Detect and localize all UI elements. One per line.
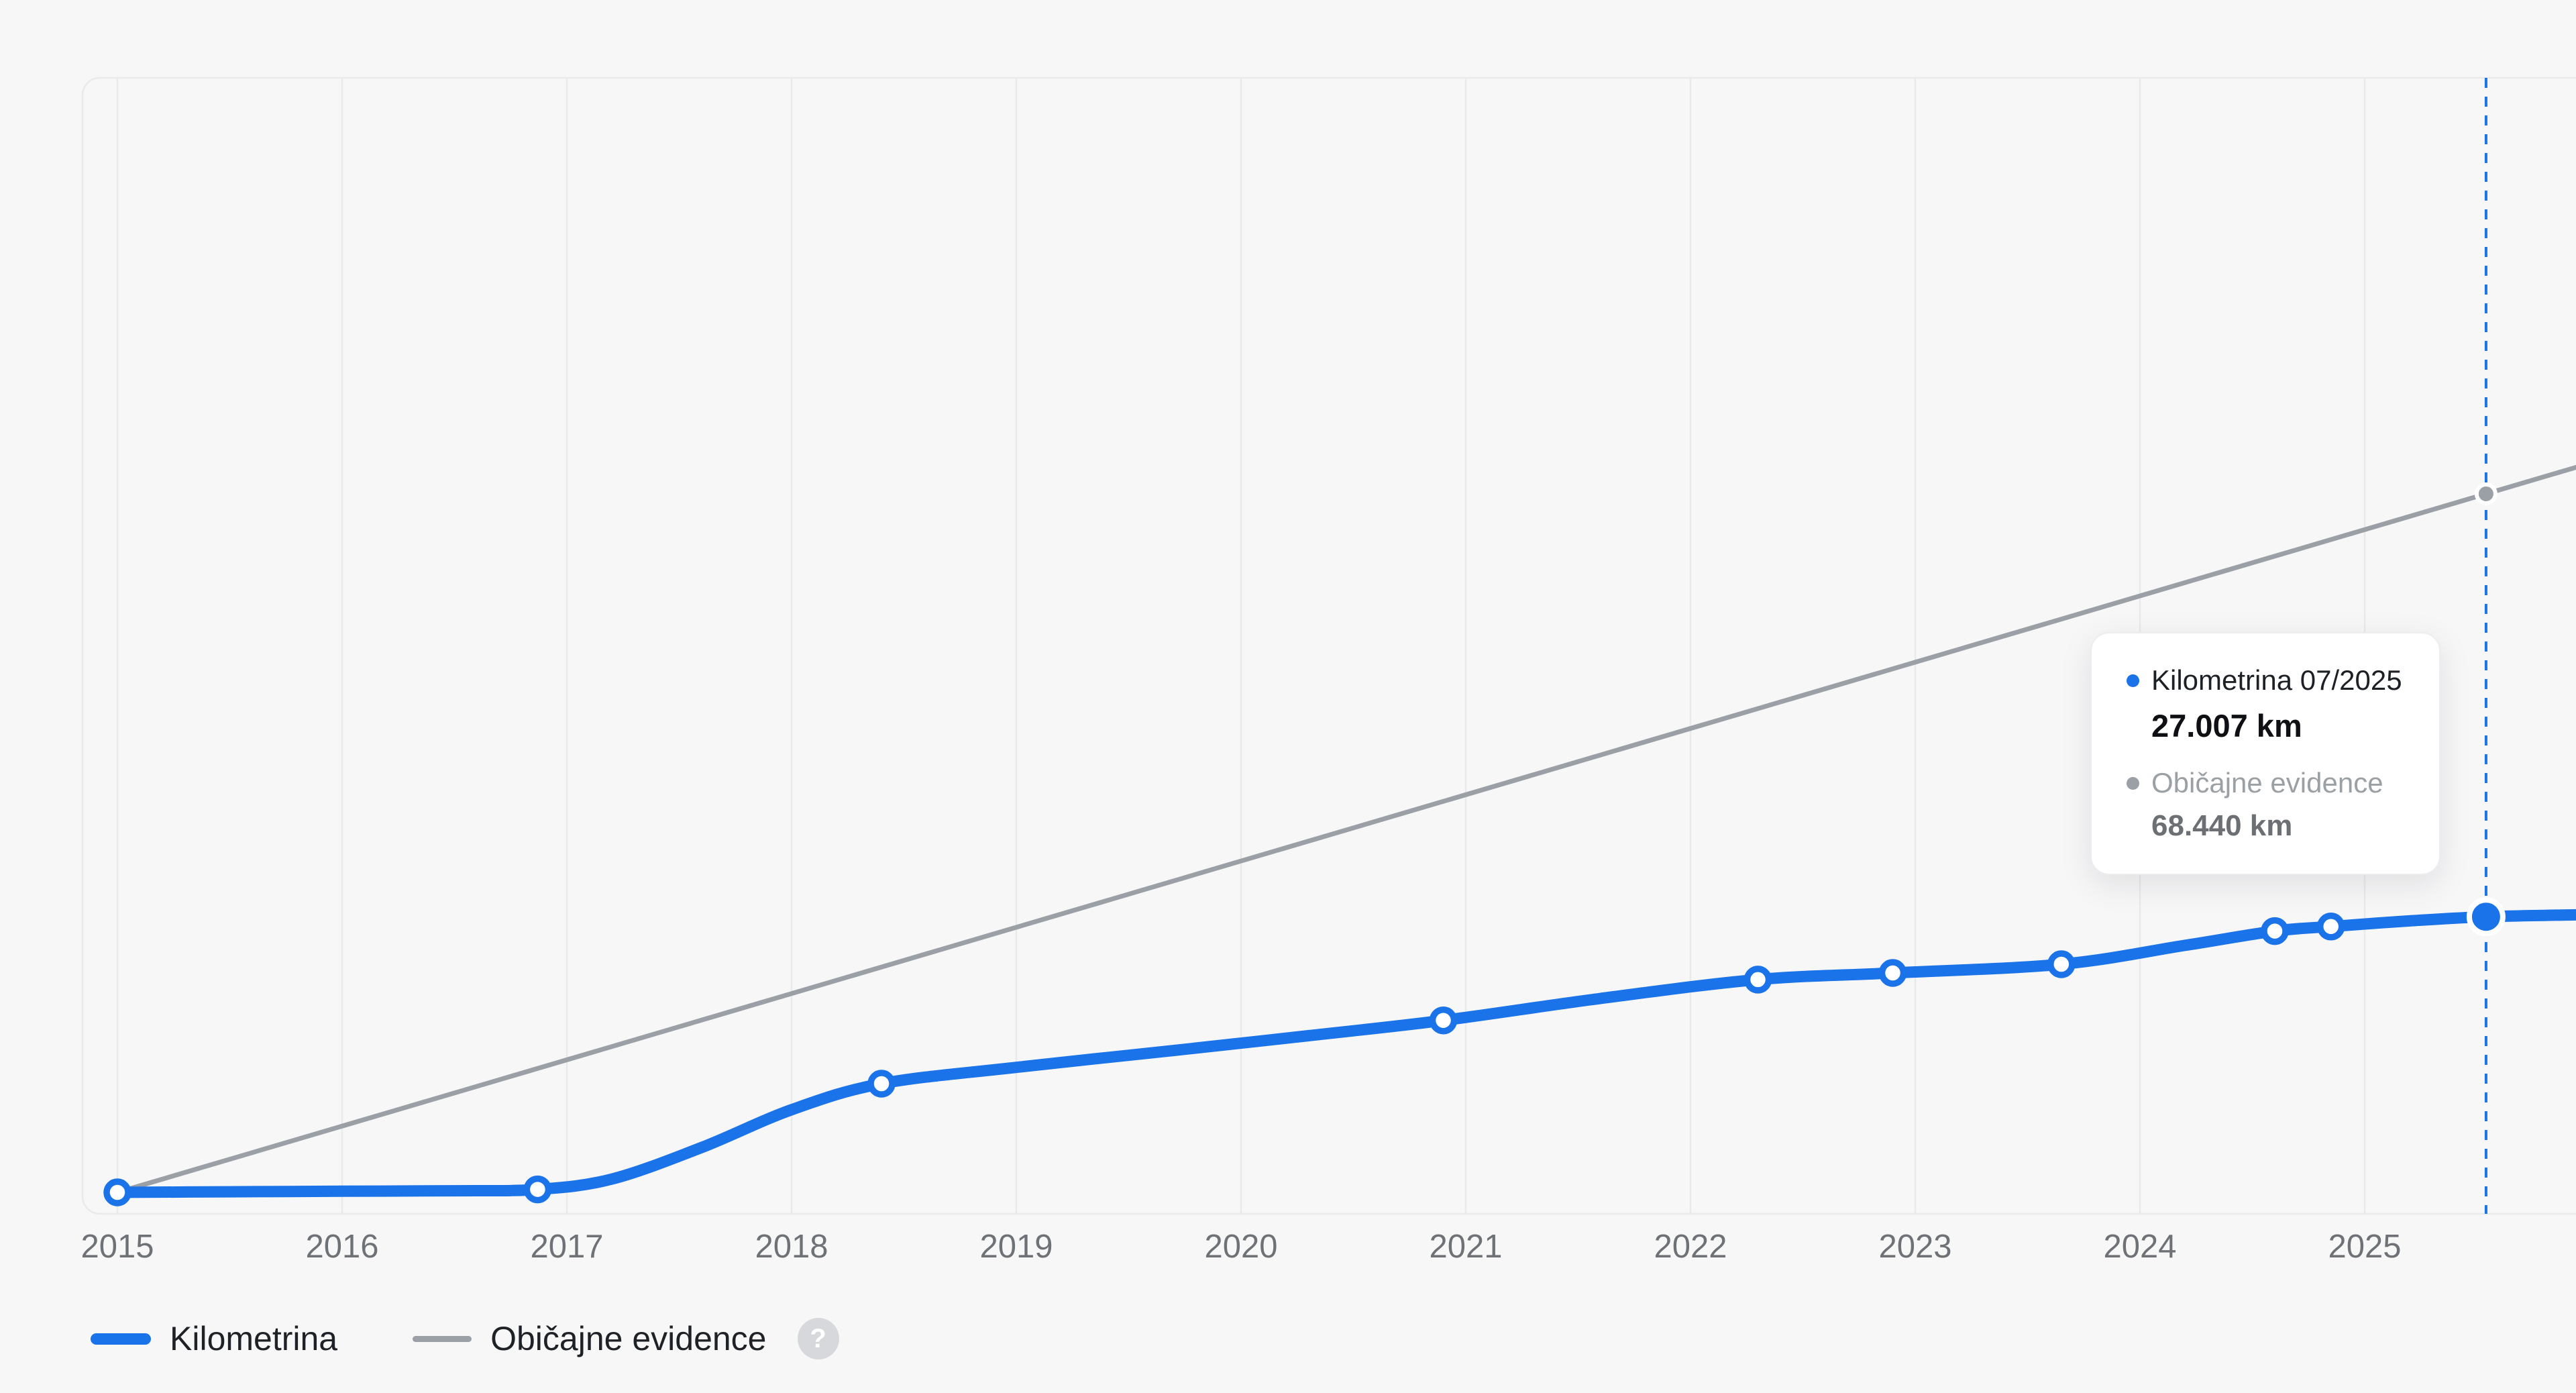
help-icon[interactable]: ? <box>797 1318 839 1359</box>
x-axis-label-2019: 2019 <box>979 1229 1053 1265</box>
legend-item-kilometrina[interactable]: Kilometrina <box>91 1319 337 1358</box>
x-axis-label-2024: 2024 <box>2103 1229 2177 1265</box>
legend-kilometrina-label: Kilometrina <box>170 1320 338 1357</box>
evidence-dot-icon <box>2127 776 2139 790</box>
x-axis-label-2016: 2016 <box>305 1229 379 1265</box>
evidence-line-swatch <box>413 1335 472 1342</box>
chart-tooltip: Kilometrina 07/2025 27.007 km Običajne e… <box>2090 632 2440 875</box>
kilometrina-dot-icon <box>2127 674 2139 687</box>
tooltip-row-kilometrina: Kilometrina 07/2025 <box>2127 664 2404 696</box>
x-axis-label-2023: 2023 <box>1878 1229 1952 1265</box>
tooltip-evidence-label: Običajne evidence <box>2151 767 2383 799</box>
legend-evidence-label: Običajne evidence <box>490 1320 767 1357</box>
tooltip-kilometrina-value: 27.007 km <box>2151 708 2302 744</box>
legend-item-evidence[interactable]: Običajne evidence <box>413 1319 767 1358</box>
x-axis-label-2018: 2018 <box>755 1229 828 1265</box>
x-axis-label-2021: 2021 <box>1429 1229 1503 1265</box>
x-axis-label-2017: 2017 <box>530 1229 604 1265</box>
tooltip-kilometrina-label: Kilometrina 07/2025 <box>2151 664 2402 696</box>
chart-legend: Kilometrina Običajne evidence ? <box>91 1310 839 1368</box>
x-axis-label-2020: 2020 <box>1204 1229 1278 1265</box>
x-axis-label-2022: 2022 <box>1654 1229 1727 1265</box>
tooltip-row-evidence: Običajne evidence <box>2127 767 2404 799</box>
x-axis-label-2015: 2015 <box>80 1229 154 1265</box>
kilometrina-line-swatch <box>91 1333 151 1345</box>
tooltip-evidence-value: 68.440 km <box>2151 809 2293 842</box>
x-axis-label-2025: 2025 <box>2328 1229 2402 1265</box>
